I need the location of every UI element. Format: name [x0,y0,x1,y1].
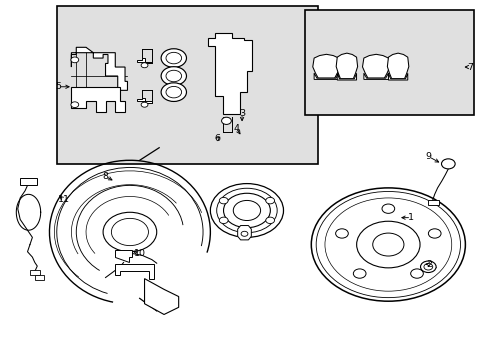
Text: 4: 4 [233,123,239,132]
Polygon shape [335,53,357,79]
Polygon shape [35,275,43,280]
Polygon shape [115,250,132,262]
Text: 8: 8 [102,172,108,181]
Text: 1: 1 [407,213,413,222]
Polygon shape [363,73,387,80]
Circle shape [265,197,274,204]
Circle shape [372,233,403,256]
Polygon shape [207,33,251,114]
Text: 11: 11 [58,195,70,204]
Polygon shape [312,54,339,78]
Text: 7: 7 [466,63,472,72]
Circle shape [381,204,394,213]
Circle shape [216,188,277,233]
Circle shape [165,70,181,82]
Text: 5: 5 [55,82,61,91]
Polygon shape [137,58,152,63]
Polygon shape [362,54,389,78]
Polygon shape [237,226,251,240]
Circle shape [233,201,260,221]
Circle shape [219,217,227,224]
Circle shape [410,269,423,278]
Polygon shape [30,270,40,275]
Text: 10: 10 [133,249,145,258]
Polygon shape [144,279,178,315]
Bar [57,6,317,164]
Circle shape [111,219,148,246]
Polygon shape [386,53,408,79]
Circle shape [165,86,181,98]
Circle shape [223,193,270,228]
Polygon shape [71,87,125,112]
Polygon shape [115,264,154,279]
Circle shape [71,102,79,108]
Circle shape [316,192,460,298]
Circle shape [141,63,148,68]
Polygon shape [20,178,37,185]
Circle shape [441,159,454,169]
Circle shape [161,49,186,67]
Circle shape [141,102,148,107]
Circle shape [210,184,283,237]
Circle shape [161,83,186,102]
Circle shape [241,231,247,236]
Polygon shape [427,201,438,205]
Text: 6: 6 [214,134,220,143]
Circle shape [353,269,366,278]
Circle shape [423,264,432,270]
Polygon shape [337,73,356,80]
Polygon shape [137,98,152,103]
Circle shape [103,212,157,252]
Text: 3: 3 [239,109,244,118]
Bar [305,10,473,116]
Circle shape [221,117,231,125]
Circle shape [219,197,227,204]
Circle shape [427,229,440,238]
Circle shape [311,188,465,301]
Polygon shape [387,73,407,80]
Circle shape [335,229,347,238]
Text: 2: 2 [426,260,432,269]
Circle shape [265,217,274,224]
Circle shape [71,57,79,63]
Circle shape [161,67,186,85]
Circle shape [356,221,419,268]
Circle shape [325,198,451,291]
Polygon shape [313,73,338,80]
Text: 9: 9 [425,152,431,161]
Circle shape [420,261,435,273]
Polygon shape [71,47,127,90]
Circle shape [165,52,181,64]
